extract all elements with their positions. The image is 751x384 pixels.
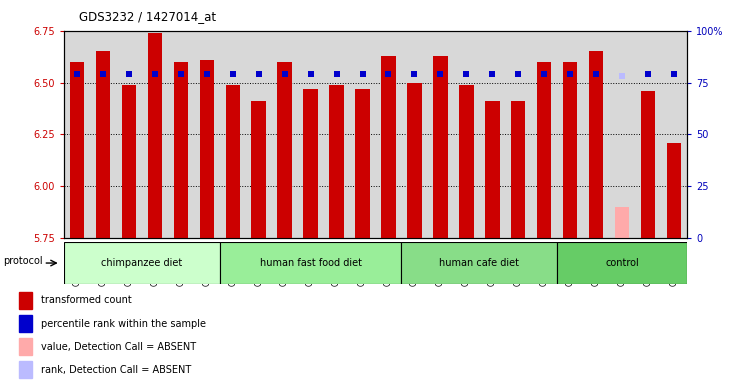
Bar xyxy=(667,143,681,238)
Text: rank, Detection Call = ABSENT: rank, Detection Call = ABSENT xyxy=(41,364,191,375)
Bar xyxy=(19,292,32,309)
Bar xyxy=(95,51,110,238)
Bar xyxy=(511,101,526,238)
Bar xyxy=(19,361,32,378)
Text: value, Detection Call = ABSENT: value, Detection Call = ABSENT xyxy=(41,341,196,352)
Bar xyxy=(220,242,402,284)
Bar xyxy=(330,84,344,238)
Bar xyxy=(19,338,32,355)
Bar xyxy=(557,242,687,284)
Text: protocol: protocol xyxy=(3,256,43,266)
Bar xyxy=(641,91,656,238)
Bar xyxy=(173,62,188,238)
Text: human cafe diet: human cafe diet xyxy=(439,258,520,268)
Bar xyxy=(589,51,603,238)
Bar xyxy=(19,315,32,332)
Bar xyxy=(252,101,266,238)
Bar xyxy=(64,242,220,284)
Bar xyxy=(382,56,396,238)
Bar xyxy=(433,56,448,238)
Bar xyxy=(615,207,629,238)
Bar xyxy=(303,89,318,238)
Bar xyxy=(537,62,551,238)
Bar xyxy=(460,84,474,238)
Bar xyxy=(485,101,499,238)
Text: chimpanzee diet: chimpanzee diet xyxy=(101,258,182,268)
Bar xyxy=(407,83,421,238)
Text: GDS3232 / 1427014_at: GDS3232 / 1427014_at xyxy=(79,10,216,23)
Text: human fast food diet: human fast food diet xyxy=(260,258,361,268)
Bar xyxy=(277,62,291,238)
Bar xyxy=(225,84,240,238)
Bar xyxy=(148,33,162,238)
Bar xyxy=(563,62,578,238)
Bar xyxy=(122,84,136,238)
Bar xyxy=(355,89,369,238)
Text: percentile rank within the sample: percentile rank within the sample xyxy=(41,318,206,329)
Text: control: control xyxy=(605,258,639,268)
Bar xyxy=(200,60,214,238)
Text: transformed count: transformed count xyxy=(41,295,131,306)
Bar xyxy=(70,62,84,238)
Bar xyxy=(402,242,557,284)
